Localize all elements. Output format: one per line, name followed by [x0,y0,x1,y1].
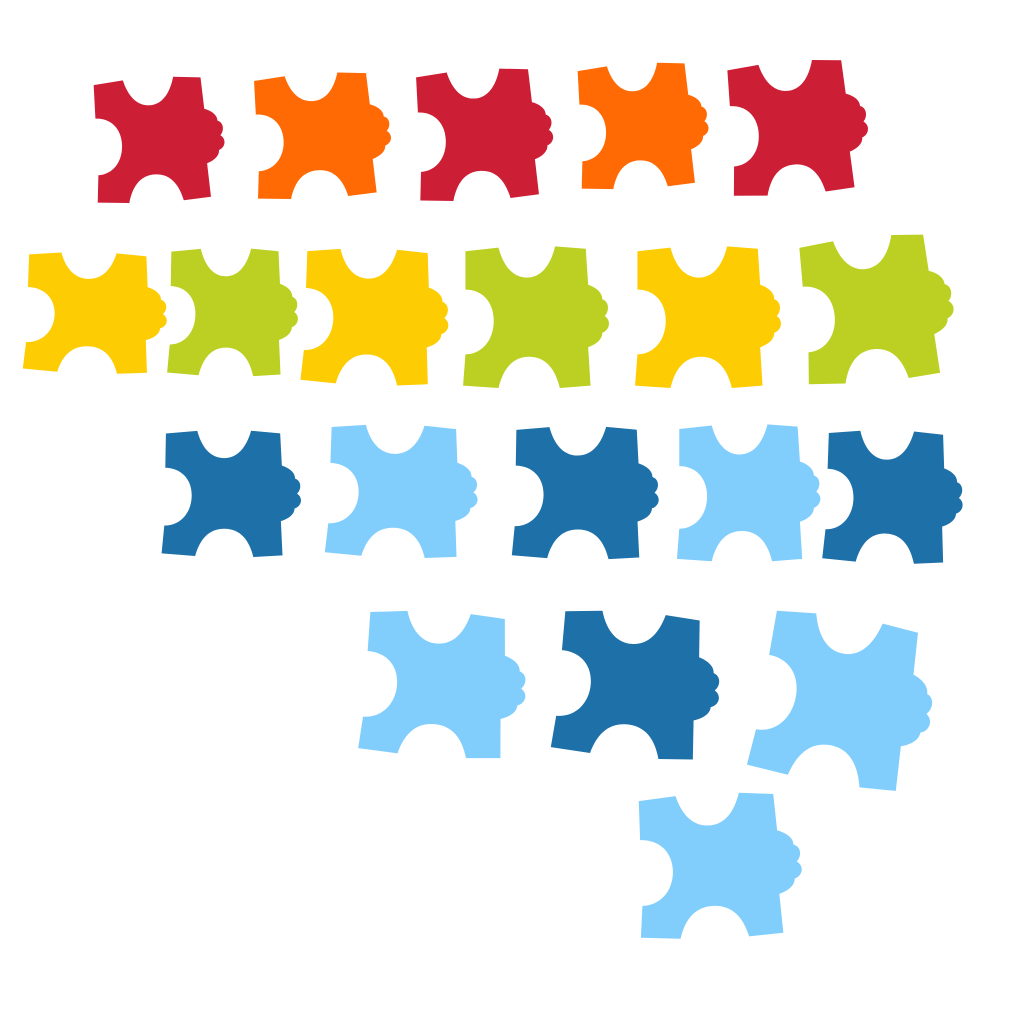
puzzle-piece-orange [575,60,712,191]
puzzle-piece-light-blue [635,790,805,941]
puzzle-piece-blue [550,606,726,764]
puzzle-piece-light-blue [676,424,821,562]
puzzle-piece-yellow [22,250,170,376]
puzzle-piece-light-blue [746,604,946,798]
puzzle-piece-lime [796,230,960,387]
puzzle-piece-orange [251,69,394,201]
pieces-layer [22,56,966,941]
puzzle-piece-blue [161,429,303,558]
puzzle-piece-yellow [635,246,781,388]
puzzle-piece-yellow [300,246,451,388]
puzzle-piece-light-blue [324,422,481,560]
puzzle-piece-light-blue [358,606,531,762]
puzzle-piece-red [724,56,873,198]
puzzle-piece-red [413,65,557,203]
puzzle-piece-red [91,74,228,205]
puzzle-piece-lime [167,247,300,377]
puzzle-piece-blue [511,425,660,561]
puzzle-piece-lime [463,246,609,388]
puzzle-piece-blue [822,428,966,566]
